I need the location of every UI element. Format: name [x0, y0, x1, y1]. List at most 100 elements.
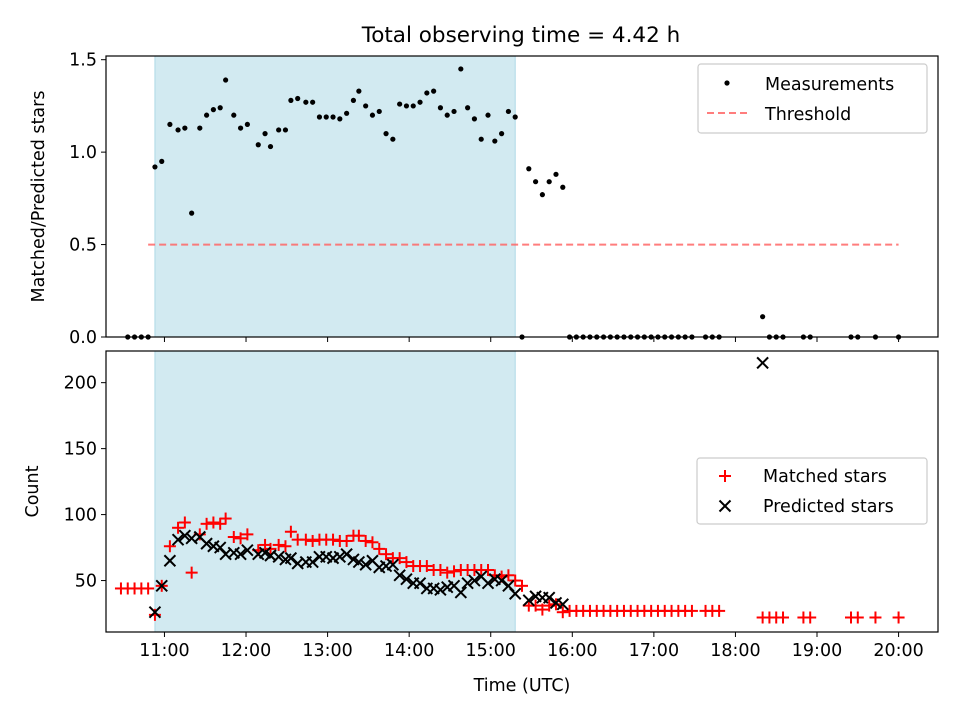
- predicted-star-point: [241, 543, 254, 557]
- measurement-point: [204, 112, 210, 118]
- measurement-point: [282, 127, 289, 133]
- matched-star-point: [804, 611, 817, 624]
- y-tick-label: 0.0: [69, 328, 97, 348]
- predicted-star-point: [178, 529, 192, 542]
- measurement-point: [560, 184, 566, 190]
- predicted-star-point: [508, 587, 522, 600]
- predicted-star-point: [272, 550, 285, 564]
- matched-star-point: [264, 542, 277, 555]
- measurement-point: [159, 158, 165, 164]
- matched-star-point: [241, 528, 254, 541]
- measurement-point: [512, 114, 518, 120]
- x-tick-label: 12:00: [221, 641, 271, 661]
- ratio-legend-box: [697, 63, 928, 134]
- x-tick-label: 16:00: [547, 641, 597, 661]
- observing-window-span: [154, 350, 516, 633]
- measurement-point: [485, 112, 491, 118]
- legend-threshold-label: Threshold: [764, 105, 851, 125]
- matched-star-point: [185, 566, 198, 579]
- measurement-point: [539, 192, 545, 198]
- matched-star-point: [434, 563, 447, 576]
- predicted-star-point: [495, 574, 508, 587]
- measurement-point: [390, 136, 396, 142]
- matched-star-point: [359, 534, 372, 547]
- measurement-point: [492, 138, 498, 144]
- measurement-point: [397, 101, 403, 107]
- measurement-point: [217, 105, 223, 111]
- measurement-point: [244, 121, 250, 128]
- matched-star-point: [482, 563, 495, 576]
- predicted-star-point: [163, 554, 177, 567]
- matched-star-point: [219, 512, 232, 525]
- predicted-star-point: [386, 558, 400, 571]
- legend-matched-marker: [719, 470, 731, 482]
- x-tick-label: 17:00: [629, 641, 679, 661]
- matched-star-point: [214, 517, 227, 530]
- measurement-point: [267, 143, 274, 150]
- predicted-star-point: [400, 573, 413, 586]
- predicted-star-point: [756, 356, 769, 370]
- matched-star-point: [279, 540, 292, 553]
- measurement-point: [431, 88, 437, 94]
- measurement-point: [316, 114, 323, 120]
- predicted-star-point: [522, 594, 536, 607]
- predicted-star-point: [393, 569, 406, 582]
- measurement-point: [255, 142, 261, 148]
- measurement-point: [310, 99, 316, 105]
- measurement-point: [376, 108, 382, 115]
- matched-star-point: [420, 560, 433, 573]
- measurement-point: [323, 114, 329, 120]
- measurement-point: [231, 112, 237, 118]
- predicted-star-point: [352, 555, 366, 569]
- x-tick-label: 18:00: [710, 641, 760, 661]
- matched-star-point: [441, 566, 454, 579]
- measurement-point: [237, 125, 244, 131]
- predicted-star-point: [340, 547, 353, 561]
- y-tick-label: 0.5: [69, 236, 97, 256]
- measurement-point: [363, 103, 369, 109]
- ratio-y-axis-label: Matched/Predicted stars: [29, 91, 49, 303]
- predicted-star-point: [454, 586, 468, 599]
- matched-star-point: [851, 611, 864, 624]
- measurement-point: [553, 171, 559, 177]
- measurement-point: [383, 131, 389, 137]
- measurement-point: [330, 114, 336, 120]
- x-tick-label: 14:00: [384, 641, 434, 661]
- chart-title: Total observing time = 4.42 h: [361, 23, 681, 48]
- predicted-star-point: [413, 576, 427, 590]
- matched-star-point: [284, 525, 297, 538]
- matched-star-point: [556, 606, 569, 619]
- x-tick-label: 20:00: [873, 641, 923, 661]
- predicted-star-point: [234, 547, 247, 561]
- count-y-axis-label: Count: [23, 465, 43, 517]
- matched-star-point: [227, 531, 240, 544]
- measurement-point: [760, 314, 766, 320]
- matched-star-point: [327, 533, 340, 546]
- predicted-star-point: [481, 576, 495, 590]
- measurement-point: [505, 108, 512, 115]
- y-tick-label: 150: [64, 440, 97, 460]
- measurement-point: [410, 103, 416, 109]
- matched-star-point: [777, 611, 790, 624]
- matched-star-point: [178, 516, 191, 529]
- matched-star-point: [400, 556, 413, 569]
- count-panel: 50 100 150 200 11:00 12:00 13:00 14:00 15:00 16:…: [23, 350, 939, 696]
- y-tick-label: 1.0: [69, 143, 97, 163]
- legend-measurements-marker: [724, 80, 730, 86]
- count-panel-frame: [105, 350, 939, 633]
- matched-star-point: [713, 604, 726, 617]
- legend-measurements-label: Measurements: [765, 75, 894, 95]
- matched-star-point: [200, 517, 213, 530]
- legend-x-glyph: [718, 499, 732, 513]
- measurement-point: [167, 121, 173, 128]
- measurement-point: [417, 99, 423, 105]
- predicted-star-point: [333, 550, 347, 564]
- matched-star-point: [366, 536, 379, 549]
- measurement-point: [444, 112, 450, 118]
- measurement-point: [210, 107, 216, 113]
- ratio-panel-frame: [105, 55, 939, 338]
- measurement-point: [175, 127, 181, 133]
- predicted-star-point: [155, 579, 168, 593]
- x-tick-label: 11:00: [139, 641, 189, 661]
- measurement-point: [197, 125, 203, 131]
